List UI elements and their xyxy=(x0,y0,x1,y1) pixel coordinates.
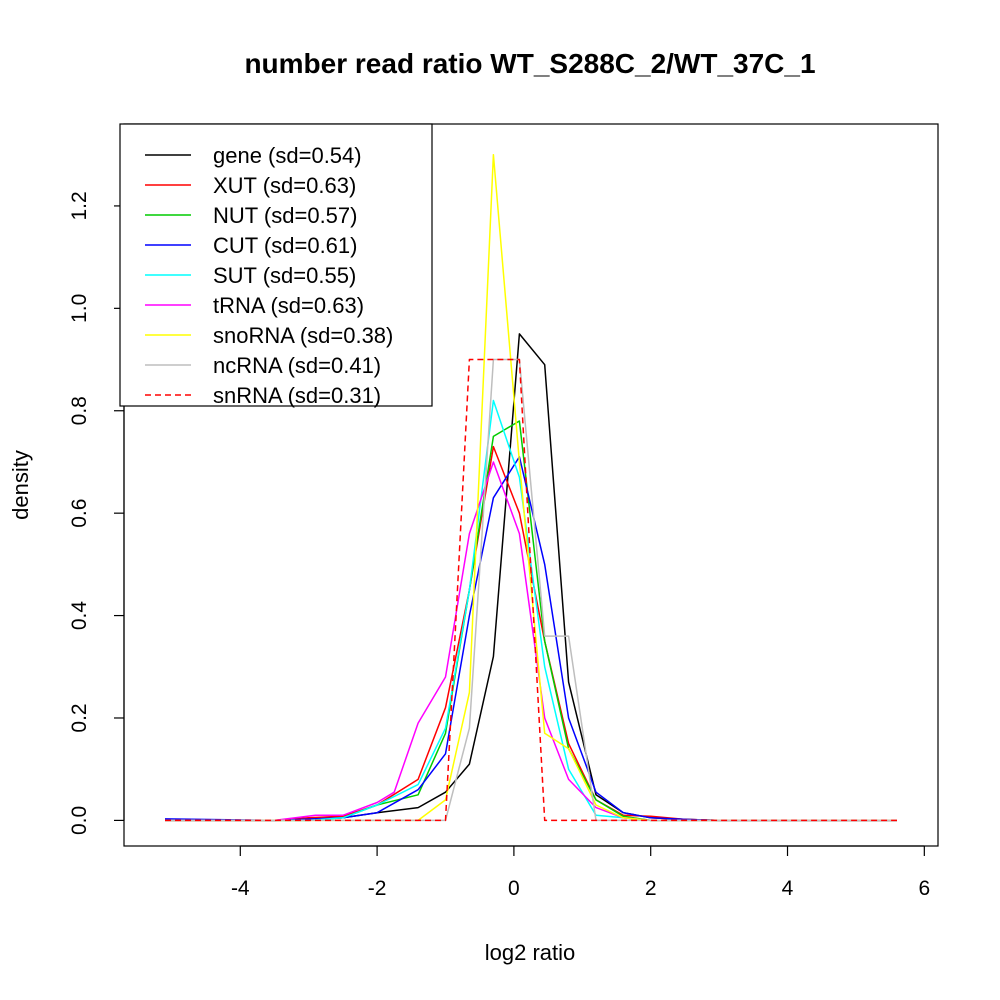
x-axis-label: log2 ratio xyxy=(485,940,576,965)
legend-label-7: ncRNA (sd=0.41) xyxy=(213,353,381,378)
legend-box xyxy=(119,123,433,407)
x-tick-label: 4 xyxy=(782,877,794,900)
series-line-8 xyxy=(165,358,897,822)
legend-label-3: CUT (sd=0.61) xyxy=(213,233,357,258)
legend-label-1: XUT (sd=0.63) xyxy=(213,173,356,198)
legend-label-8: snRNA (sd=0.31) xyxy=(213,383,381,408)
x-tick-label: -2 xyxy=(368,877,387,900)
x-axis: -4 -2 0 2 4 6 xyxy=(231,845,930,900)
series-line-4 xyxy=(165,399,897,822)
x-tick-label: 0 xyxy=(508,877,520,900)
y-tick-label: 0.0 xyxy=(68,806,91,835)
x-tick-label: 2 xyxy=(645,877,657,900)
series-layer xyxy=(164,153,897,822)
chart-title: number read ratio WT_S288C_2/WT_37C_1 xyxy=(244,48,815,79)
legend-label-4: SUT (sd=0.55) xyxy=(213,263,356,288)
y-tick-label: 1.0 xyxy=(68,294,91,323)
y-tick-label: 0.2 xyxy=(68,703,91,732)
series-line-1 xyxy=(165,445,897,822)
legend-label-0: gene (sd=0.54) xyxy=(213,143,362,168)
y-axis-label: density xyxy=(8,450,33,520)
y-axis: 0.0 0.2 0.4 0.6 0.8 1.0 1.2 xyxy=(68,191,125,835)
y-tick-label: 0.6 xyxy=(68,499,91,528)
legend-label-2: NUT (sd=0.57) xyxy=(213,203,357,228)
y-tick-label: 0.8 xyxy=(68,396,91,425)
x-tick-label: -4 xyxy=(231,877,250,900)
legend: gene (sd=0.54) XUT (sd=0.63) NUT (sd=0.57)… xyxy=(119,123,433,408)
series-line-5 xyxy=(165,461,897,822)
legend-label-6: snoRNA (sd=0.38) xyxy=(213,323,393,348)
series-line-7 xyxy=(165,358,897,822)
x-tick-label: 6 xyxy=(918,877,930,900)
series-line-3 xyxy=(164,456,897,822)
y-tick-label: 1.2 xyxy=(68,191,91,220)
legend-label-5: tRNA (sd=0.63) xyxy=(213,293,364,318)
y-tick-label: 0.4 xyxy=(68,601,91,631)
